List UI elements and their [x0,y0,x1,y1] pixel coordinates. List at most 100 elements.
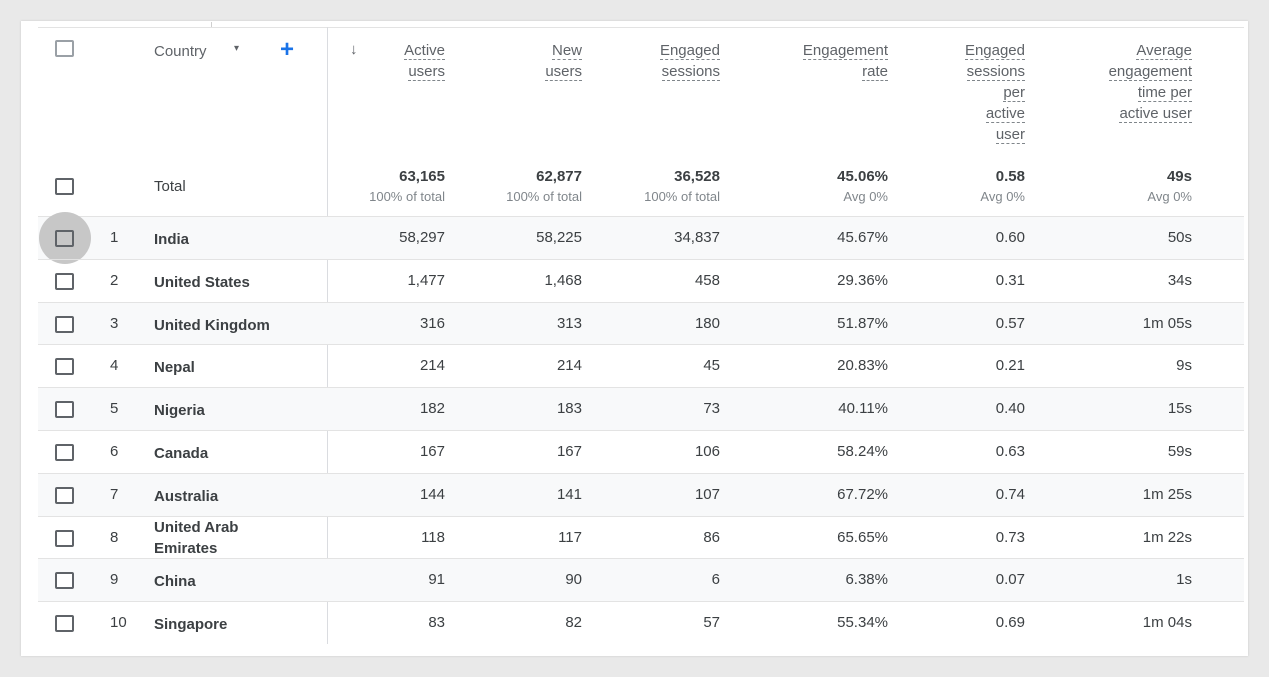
column-header-text: Engaged [964,42,1025,60]
row-rank: 6 [110,443,119,460]
total-subtext: Avg 0% [980,189,1025,204]
column-header-text: active user [1119,105,1192,123]
cell-new-users: 214 [556,357,582,375]
select-all-checkbox[interactable] [55,40,74,57]
cell-engaged-sessions: 45 [703,357,720,375]
cell-engaged-sessions-per-user: 0.21 [995,357,1025,375]
cell-avg-engagement-time: 15s [1167,400,1192,418]
row-rank: 3 [110,314,119,332]
row-checkbox[interactable] [55,272,74,290]
table-row[interactable]: 2 United States 1,477 1,468 458 29.36% 0.31 34s [38,258,1244,302]
row-rank: 9 [110,571,119,589]
column-header-engagement-rate[interactable]: Engagement rate [728,40,888,82]
column-header-new-users[interactable]: New users [422,40,582,82]
cell-engaged-sessions-per-user: 0.63 [995,443,1025,460]
column-header-text: Active [404,42,445,60]
table-row[interactable]: 9 China 91 90 6 6.38% 0.07 1s [38,558,1244,602]
table-row[interactable]: 8 United Arab Emirates 118 117 86 65.65% 0.73 1… [38,515,1244,559]
total-subtext: Avg 0% [1147,189,1192,204]
total-new-users: 62,877 100% of total [442,167,582,207]
cell-new-users: 167 [556,443,582,460]
cell-engaged-sessions-per-user: 0.40 [995,400,1025,418]
row-country[interactable]: United Arab Emirates [154,518,239,557]
table-row[interactable]: 4 Nepal 214 214 45 20.83% 0.21 9s [38,344,1244,387]
total-label: Total [154,178,186,195]
cell-engaged-sessions: 6 [711,571,720,589]
row-country[interactable]: India [154,231,190,248]
column-header-text: users [408,63,445,81]
row-checkbox[interactable] [55,401,74,419]
cell-engagement-rate: 51.87% [837,314,888,332]
row-checkbox[interactable] [55,615,74,633]
add-dimension-icon[interactable]: + [280,36,295,63]
total-value: 49s [1166,168,1192,185]
cell-avg-engagement-time: 1m 25s [1142,485,1192,503]
column-header-text: sessions [966,63,1025,81]
cell-active-users: 316 [419,314,445,332]
cell-engaged-sessions: 106 [694,443,720,460]
row-checkbox[interactable] [55,486,74,504]
row-rank: 2 [110,271,119,289]
chevron-down-icon[interactable]: ▾ [234,43,240,54]
table-row[interactable]: 5 Nigeria 182 183 73 40.11% 0.40 15s [38,387,1244,431]
row-country[interactable]: Nigeria [154,402,205,420]
table-row[interactable]: 3 United Kingdom 316 313 180 51.87% 0.57 1m 05s [38,301,1244,345]
cell-new-users: 117 [558,528,582,546]
cell-active-users: 182 [419,400,445,418]
country-dimension-header[interactable]: Country [154,43,207,60]
row-checkbox[interactable] [55,315,74,333]
total-subtext: Avg 0% [843,189,888,204]
cell-engaged-sessions: 458 [694,271,720,289]
row-country[interactable]: Canada [154,445,209,462]
row-country[interactable]: China [154,573,196,591]
total-subtext: 100% of total [644,189,720,204]
row-checkbox[interactable] [55,444,74,461]
totals-checkbox[interactable] [55,178,74,195]
cell-engaged-sessions: 86 [703,528,720,546]
total-value: 45.06% [837,168,888,185]
cell-active-users: 83 [428,614,445,632]
column-header-text: engagement [1108,63,1192,81]
column-header-text: Engagement [802,42,888,60]
cell-active-users: 167 [419,443,445,460]
cell-engaged-sessions-per-user: 0.74 [995,485,1025,503]
cell-engagement-rate: 65.65% [837,528,888,546]
row-country[interactable]: United States [154,273,250,291]
row-checkbox[interactable] [55,230,74,247]
row-country[interactable]: Australia [154,487,219,505]
row-rank: 1 [110,229,119,246]
table-row[interactable]: 7 Australia 144 141 107 67.72% 0.74 1m 25s [38,472,1244,516]
table-row[interactable]: 10 Singapore 83 82 57 55.34% 0.69 1m 04s [38,601,1244,644]
cell-active-users: 58,297 [399,229,445,246]
column-header-engaged-sessions-per-user[interactable]: Engaged sessions per active user [865,40,1025,145]
cell-engagement-rate: 20.83% [837,357,888,375]
column-header-avg-engagement-time[interactable]: Average engagement time per active user [1032,40,1192,124]
column-header-text: users [545,63,582,81]
divider [38,27,1244,28]
cell-engagement-rate: 58.24% [837,443,888,460]
row-checkbox[interactable] [55,529,74,547]
column-header-text: Average [1136,42,1192,60]
sort-descending-icon[interactable]: ↓ [350,41,358,58]
column-header-active-users[interactable]: Active users [285,40,445,82]
row-checkbox[interactable] [55,572,74,590]
total-engagement-rate: 45.06% Avg 0% [748,167,888,207]
total-value: 0.58 [995,168,1025,185]
row-checkbox[interactable] [55,358,74,376]
row-country[interactable]: United Kingdom [154,316,270,334]
cell-active-users: 214 [419,357,445,375]
cell-engaged-sessions-per-user: 0.31 [995,271,1025,289]
column-header-engaged-sessions[interactable]: Engaged sessions [560,40,720,82]
cell-avg-engagement-time: 9s [1176,357,1192,375]
divider [211,22,212,27]
row-country[interactable]: Singapore [154,616,228,634]
column-header-text: rate [862,63,888,81]
cell-avg-engagement-time: 50s [1167,229,1192,246]
table-row[interactable]: 6 Canada 167 167 106 58.24% 0.63 59s [38,430,1244,473]
cell-active-users: 118 [421,528,445,546]
column-header-text: active [985,105,1025,123]
row-country[interactable]: Nepal [154,359,195,377]
column-header-text: time per [1137,84,1192,102]
total-engaged-sessions: 36,528 100% of total [580,167,720,207]
table-row[interactable]: 1 India 58,297 58,225 34,837 45.67% 0.60 50s [38,212,1244,264]
